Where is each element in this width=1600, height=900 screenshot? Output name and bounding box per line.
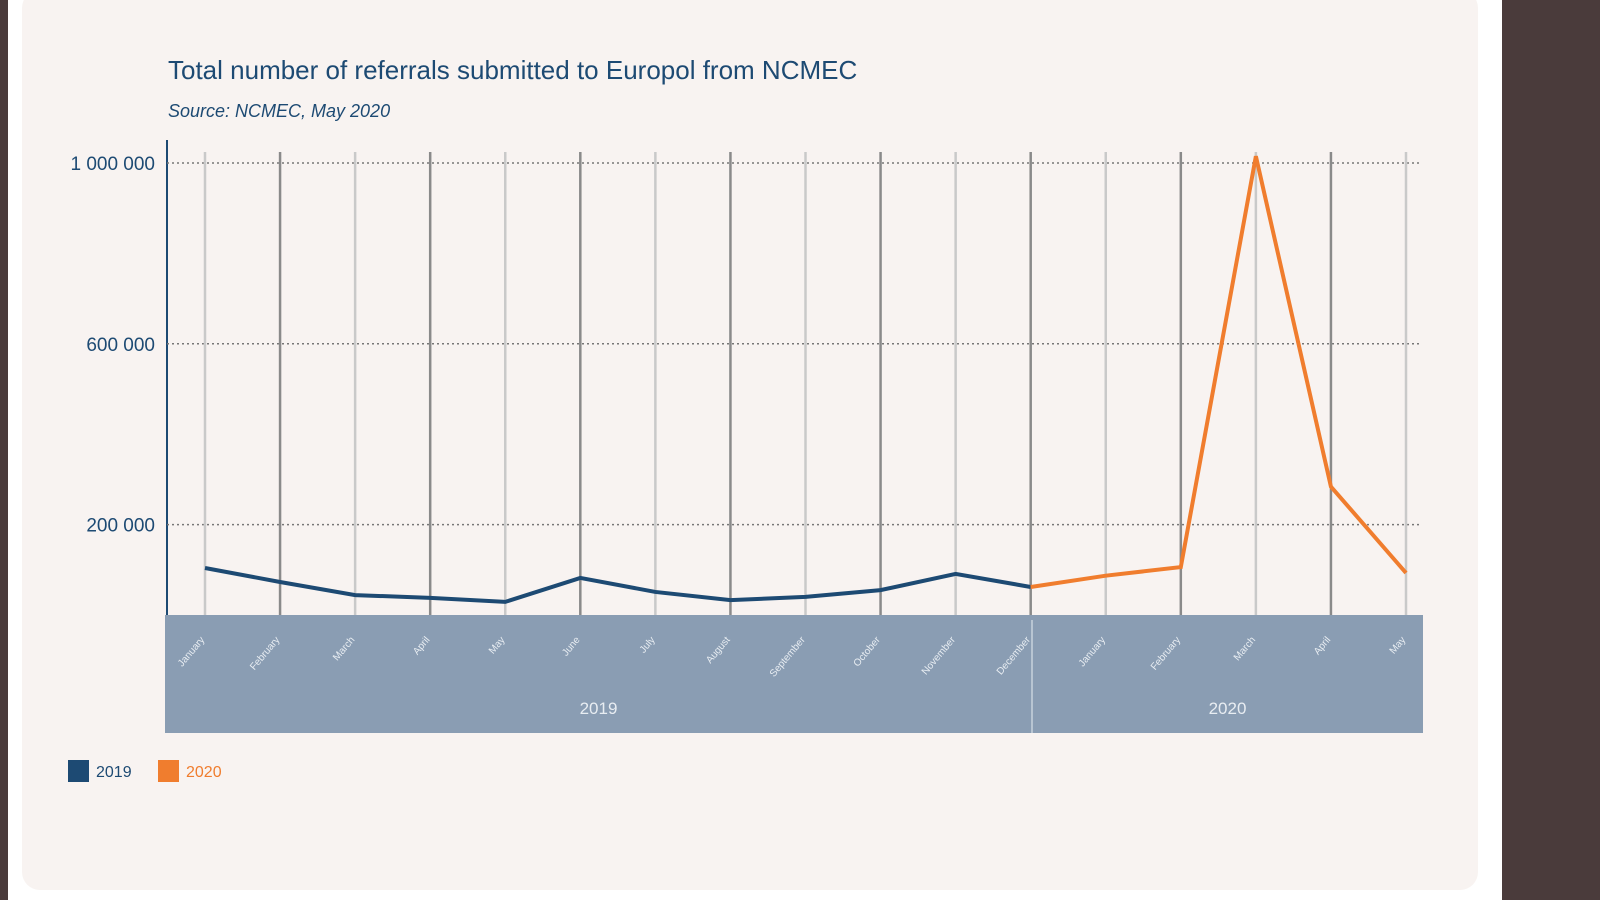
- legend-label: 2019: [96, 764, 132, 781]
- legend-swatch-2019: [68, 760, 89, 782]
- legend-swatch-2020: [158, 760, 179, 782]
- group-label: 2020: [1209, 699, 1247, 718]
- background-page: [1502, 0, 1600, 900]
- chart-subtitle: Source: NCMEC, May 2020: [168, 101, 390, 121]
- x-axis-band: [165, 615, 1423, 733]
- y-tick-label: 1 000 000: [70, 154, 155, 175]
- chart-card: [22, 0, 1478, 890]
- group-label: 2019: [580, 699, 618, 718]
- y-tick-label: 200 000: [86, 516, 155, 537]
- chart-title: Total number of referrals submitted to E…: [168, 55, 857, 85]
- y-tick-label: 600 000: [86, 335, 155, 356]
- series-line-2020: [1030, 155, 1408, 589]
- left-edge: [0, 0, 8, 900]
- legend-label: 2020: [186, 764, 222, 781]
- series-line-2019: [204, 566, 1032, 604]
